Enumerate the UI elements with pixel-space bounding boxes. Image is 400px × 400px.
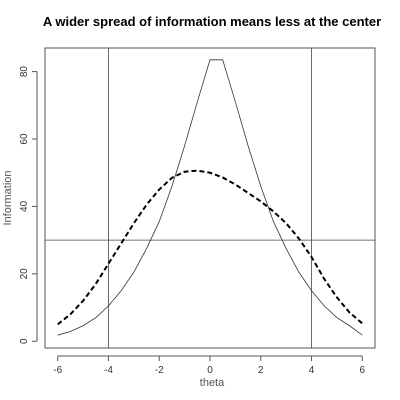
reference-lines [45, 48, 375, 348]
x-tick-label: 2 [258, 365, 264, 376]
x-tick-label: 6 [360, 365, 366, 376]
chart-title: A wider spread of information means less… [43, 14, 381, 29]
x-tick-label: -2 [155, 365, 164, 376]
y-tick-label: 0 [19, 338, 30, 344]
x-tick-label: -4 [104, 365, 113, 376]
plot-frame [44, 47, 376, 349]
x-axis-label: theta [200, 377, 225, 389]
y-tick-label: 80 [19, 66, 30, 78]
y-tick-label: 40 [19, 200, 30, 212]
x-tick-label: 4 [309, 365, 315, 376]
x-axis: -6 -4 -2 0 2 4 6 [53, 355, 366, 376]
x-tick-label: 0 [207, 365, 213, 376]
x-tick-label: -6 [53, 365, 62, 376]
series-dashed-line [57, 169, 363, 326]
y-tick-label: 20 [19, 268, 30, 280]
series-solid-line [57, 59, 363, 336]
y-axis-label: Information [2, 170, 14, 225]
y-tick-label: 60 [19, 133, 30, 145]
y-axis: 0 20 40 60 80 [19, 66, 38, 344]
curves [57, 59, 363, 336]
